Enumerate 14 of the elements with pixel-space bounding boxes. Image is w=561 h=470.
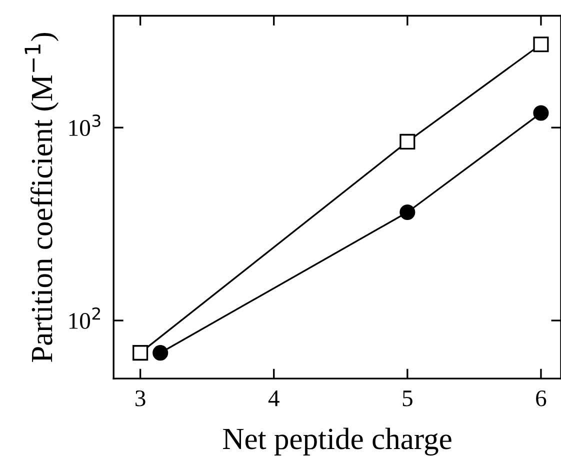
point — [152, 345, 168, 361]
x-axis-title: Net peptide charge — [223, 428, 452, 456]
y-tick-label: 10$^{2}$ — [69, 307, 100, 329]
x-tick-label: 6 — [536, 390, 546, 406]
point — [132, 345, 148, 361]
point — [400, 204, 416, 220]
y-axis-title: Partition coefficient (M$^{−1}$) — [24, 32, 59, 362]
x-tick-label: 5 — [402, 390, 412, 406]
point — [533, 36, 549, 52]
x-tick-label: 4 — [268, 390, 280, 406]
point — [400, 134, 416, 150]
y-tick-label: 10$^{3}$ — [69, 114, 100, 136]
point — [533, 105, 549, 121]
x-tick-label: 3 — [136, 390, 146, 406]
